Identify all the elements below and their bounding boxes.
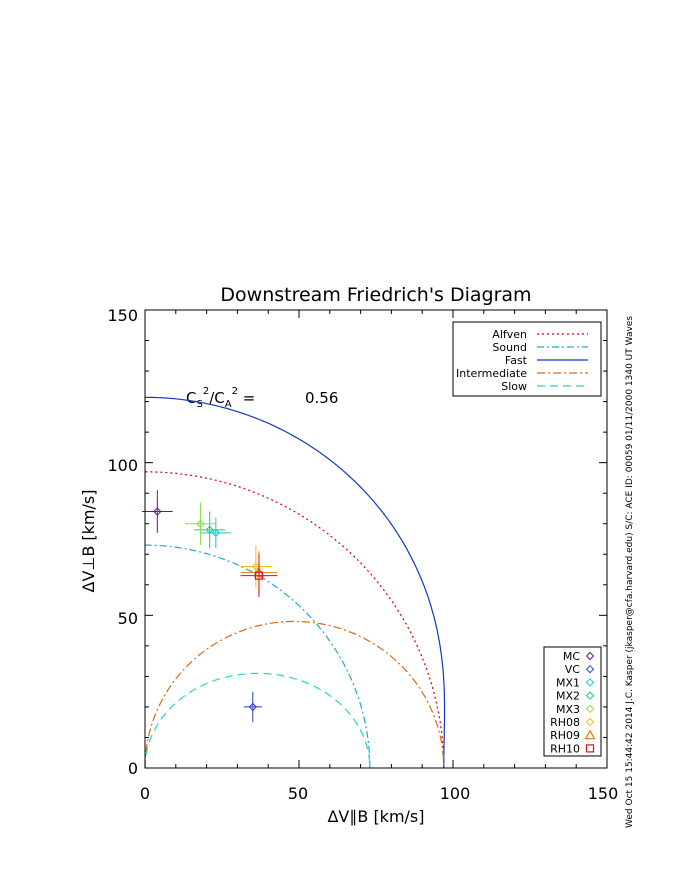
data-point-mc: [141, 490, 173, 533]
curves-layer: [144, 396, 446, 769]
legend-label-intermediate: Intermediate: [456, 367, 527, 380]
y-tick-label-0: 0: [128, 759, 138, 778]
legend-marker-mx1: [585, 678, 595, 687]
legend-label-rh09: RH09: [550, 729, 580, 742]
x-axis-label: ΔV∥B [km/s]: [327, 807, 424, 826]
legend-label-mc: MC: [563, 650, 580, 663]
legend-marker-vc: [585, 664, 595, 674]
legend-label-sound: Sound: [492, 341, 527, 354]
data-point-rh08: [240, 545, 272, 588]
data-point-vc: [243, 691, 263, 723]
data-point-mx2: [194, 511, 226, 549]
legend-label-mx1: MX1: [556, 676, 580, 689]
legend-label-slow: Slow: [501, 380, 527, 393]
x-axis-ticks: 0 50 100 150: [140, 784, 618, 803]
chart-title: Downstream Friedrich's Diagram: [220, 284, 531, 306]
plot-frame: [144, 309, 608, 769]
curve-fast: [144, 396, 446, 768]
point-marker: [251, 562, 261, 571]
data-point-mx3: [185, 502, 216, 546]
ratio-value: 0.56: [305, 389, 338, 407]
point-legend-box: [543, 646, 602, 757]
point-marker: [254, 571, 264, 580]
point-marker: [196, 519, 205, 528]
curve-slow: [144, 672, 371, 768]
x-tick-label-2: 100: [440, 784, 471, 803]
y-tick-label-2: 100: [107, 456, 138, 475]
legend-marker-rh09: [584, 729, 596, 740]
y-axis-ticks: 0 50 100 150: [107, 306, 138, 778]
legend-label-alfven: Alfven: [492, 328, 527, 341]
legend-label-rh10: RH10: [550, 742, 580, 755]
side-note: Wed Oct 15 15:44:42 2014 J.C. Kasper (jk…: [625, 315, 635, 828]
legend-label-vc: VC: [565, 663, 581, 676]
legend-label-mx2: MX2: [556, 690, 580, 703]
point-marker: [248, 702, 258, 712]
y-axis-label: ΔV⊥B [km/s]: [79, 490, 98, 593]
legend-marker-mc: [585, 651, 595, 661]
point-marker: [153, 507, 162, 516]
data-point-rh10: [240, 554, 278, 598]
y-tick-label-1: 50: [118, 609, 138, 628]
axis-tick-marks: [144, 309, 608, 769]
legend-marker-mx2: [585, 691, 595, 700]
curve-legend-box: [452, 321, 602, 397]
data-point-mx1: [200, 517, 232, 549]
curve-intermediate: [144, 620, 445, 769]
legend-label-fast: Fast: [505, 354, 528, 367]
curve-alfven: [144, 471, 445, 769]
x-tick-label-0: 0: [140, 784, 150, 803]
point-marker: [205, 525, 214, 535]
legend-marker-mx3: [585, 704, 595, 714]
y-tick-label-3: 150: [107, 306, 138, 325]
x-tick-label-3: 150: [588, 784, 619, 803]
legend-marker-rh08: [585, 717, 595, 727]
point-marker: [211, 528, 221, 538]
x-tick-label-1: 50: [288, 784, 308, 803]
points-layer: [141, 490, 278, 723]
curve-sound: [145, 544, 371, 768]
legend-marker-rh10: [585, 744, 595, 753]
legend-label-rh08: RH08: [550, 716, 580, 729]
legend-label-mx3: MX3: [556, 703, 580, 716]
